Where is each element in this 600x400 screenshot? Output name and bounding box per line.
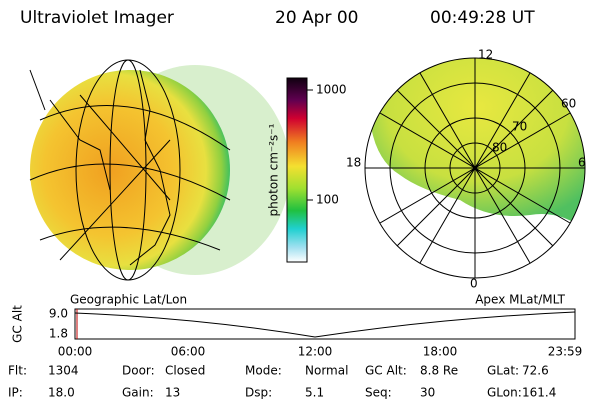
colorbar-label: photon cm⁻²s⁻¹ [267,123,281,216]
info-label: Gain: [122,386,154,400]
info-label: Mode: [245,364,282,378]
title: Ultraviolet Imager [20,8,174,28]
y-tick: 1.8 [49,327,68,341]
x-tick: 00:00 [58,345,93,359]
info-label: IP: [8,386,23,400]
info-value: 161.4 [522,386,556,400]
info-value: 13 [165,386,180,400]
info-label: GLat: [487,364,519,378]
coastline [29,69,171,266]
info-panel: Flt: 1304 Door: Closed Mode: Normal GC Alt: 8.8… [8,364,556,400]
info-value: Normal [305,364,348,378]
colorbar-tick: 100 [316,193,339,207]
disk [30,70,230,270]
mlt-label: 18 [346,156,361,170]
info-value: 5.1 [305,386,324,400]
colorbar [286,77,308,263]
info-label: Door: [122,364,155,378]
x-tick: 12:00 [298,345,333,359]
meridian [109,59,147,281]
mlt-label: 12 [478,48,493,62]
info-value: 1304 [48,364,79,378]
x-tick: 23:59 [548,345,583,359]
time: 00:49:28 UT [430,8,535,28]
plot-right-label: Apex MLat/MLT [475,293,565,307]
mlt-label: 6 [578,156,586,170]
grid [29,94,231,261]
info-label: Dsp: [245,386,272,400]
colorbar-tick: 1000 [316,83,347,97]
info-value: 72.6 [522,364,549,378]
spokes [365,58,585,278]
globe-image [29,59,290,281]
y-tick: 9.0 [49,307,68,321]
polar-plot: 12 18 6 0 60 70 80 [346,48,586,291]
info-value: Closed [165,364,205,378]
mlat-label: 80 [492,141,507,155]
x-tick: 06:00 [171,345,206,359]
info-label: Flt: [8,364,27,378]
aurora [370,58,585,230]
info-value: 8.8 Re [420,364,458,378]
plot-frame [74,308,576,340]
y-label: GC Alt [11,305,25,343]
info-label: GC Alt: [365,364,407,378]
info-value: 30 [420,386,435,400]
info-value: 18.0 [48,386,75,400]
info-label: GLon: [487,386,522,400]
x-tick: 18:00 [423,345,458,359]
altitude-curve [74,311,576,338]
mlt-label: 0 [470,277,478,291]
mlat-label: 70 [512,120,527,134]
mlat-label: 60 [561,97,576,111]
plot-left-label: Geographic Lat/Lon [70,293,187,307]
info-label: Seq: [365,386,392,400]
date: 20 Apr 00 [275,8,358,28]
